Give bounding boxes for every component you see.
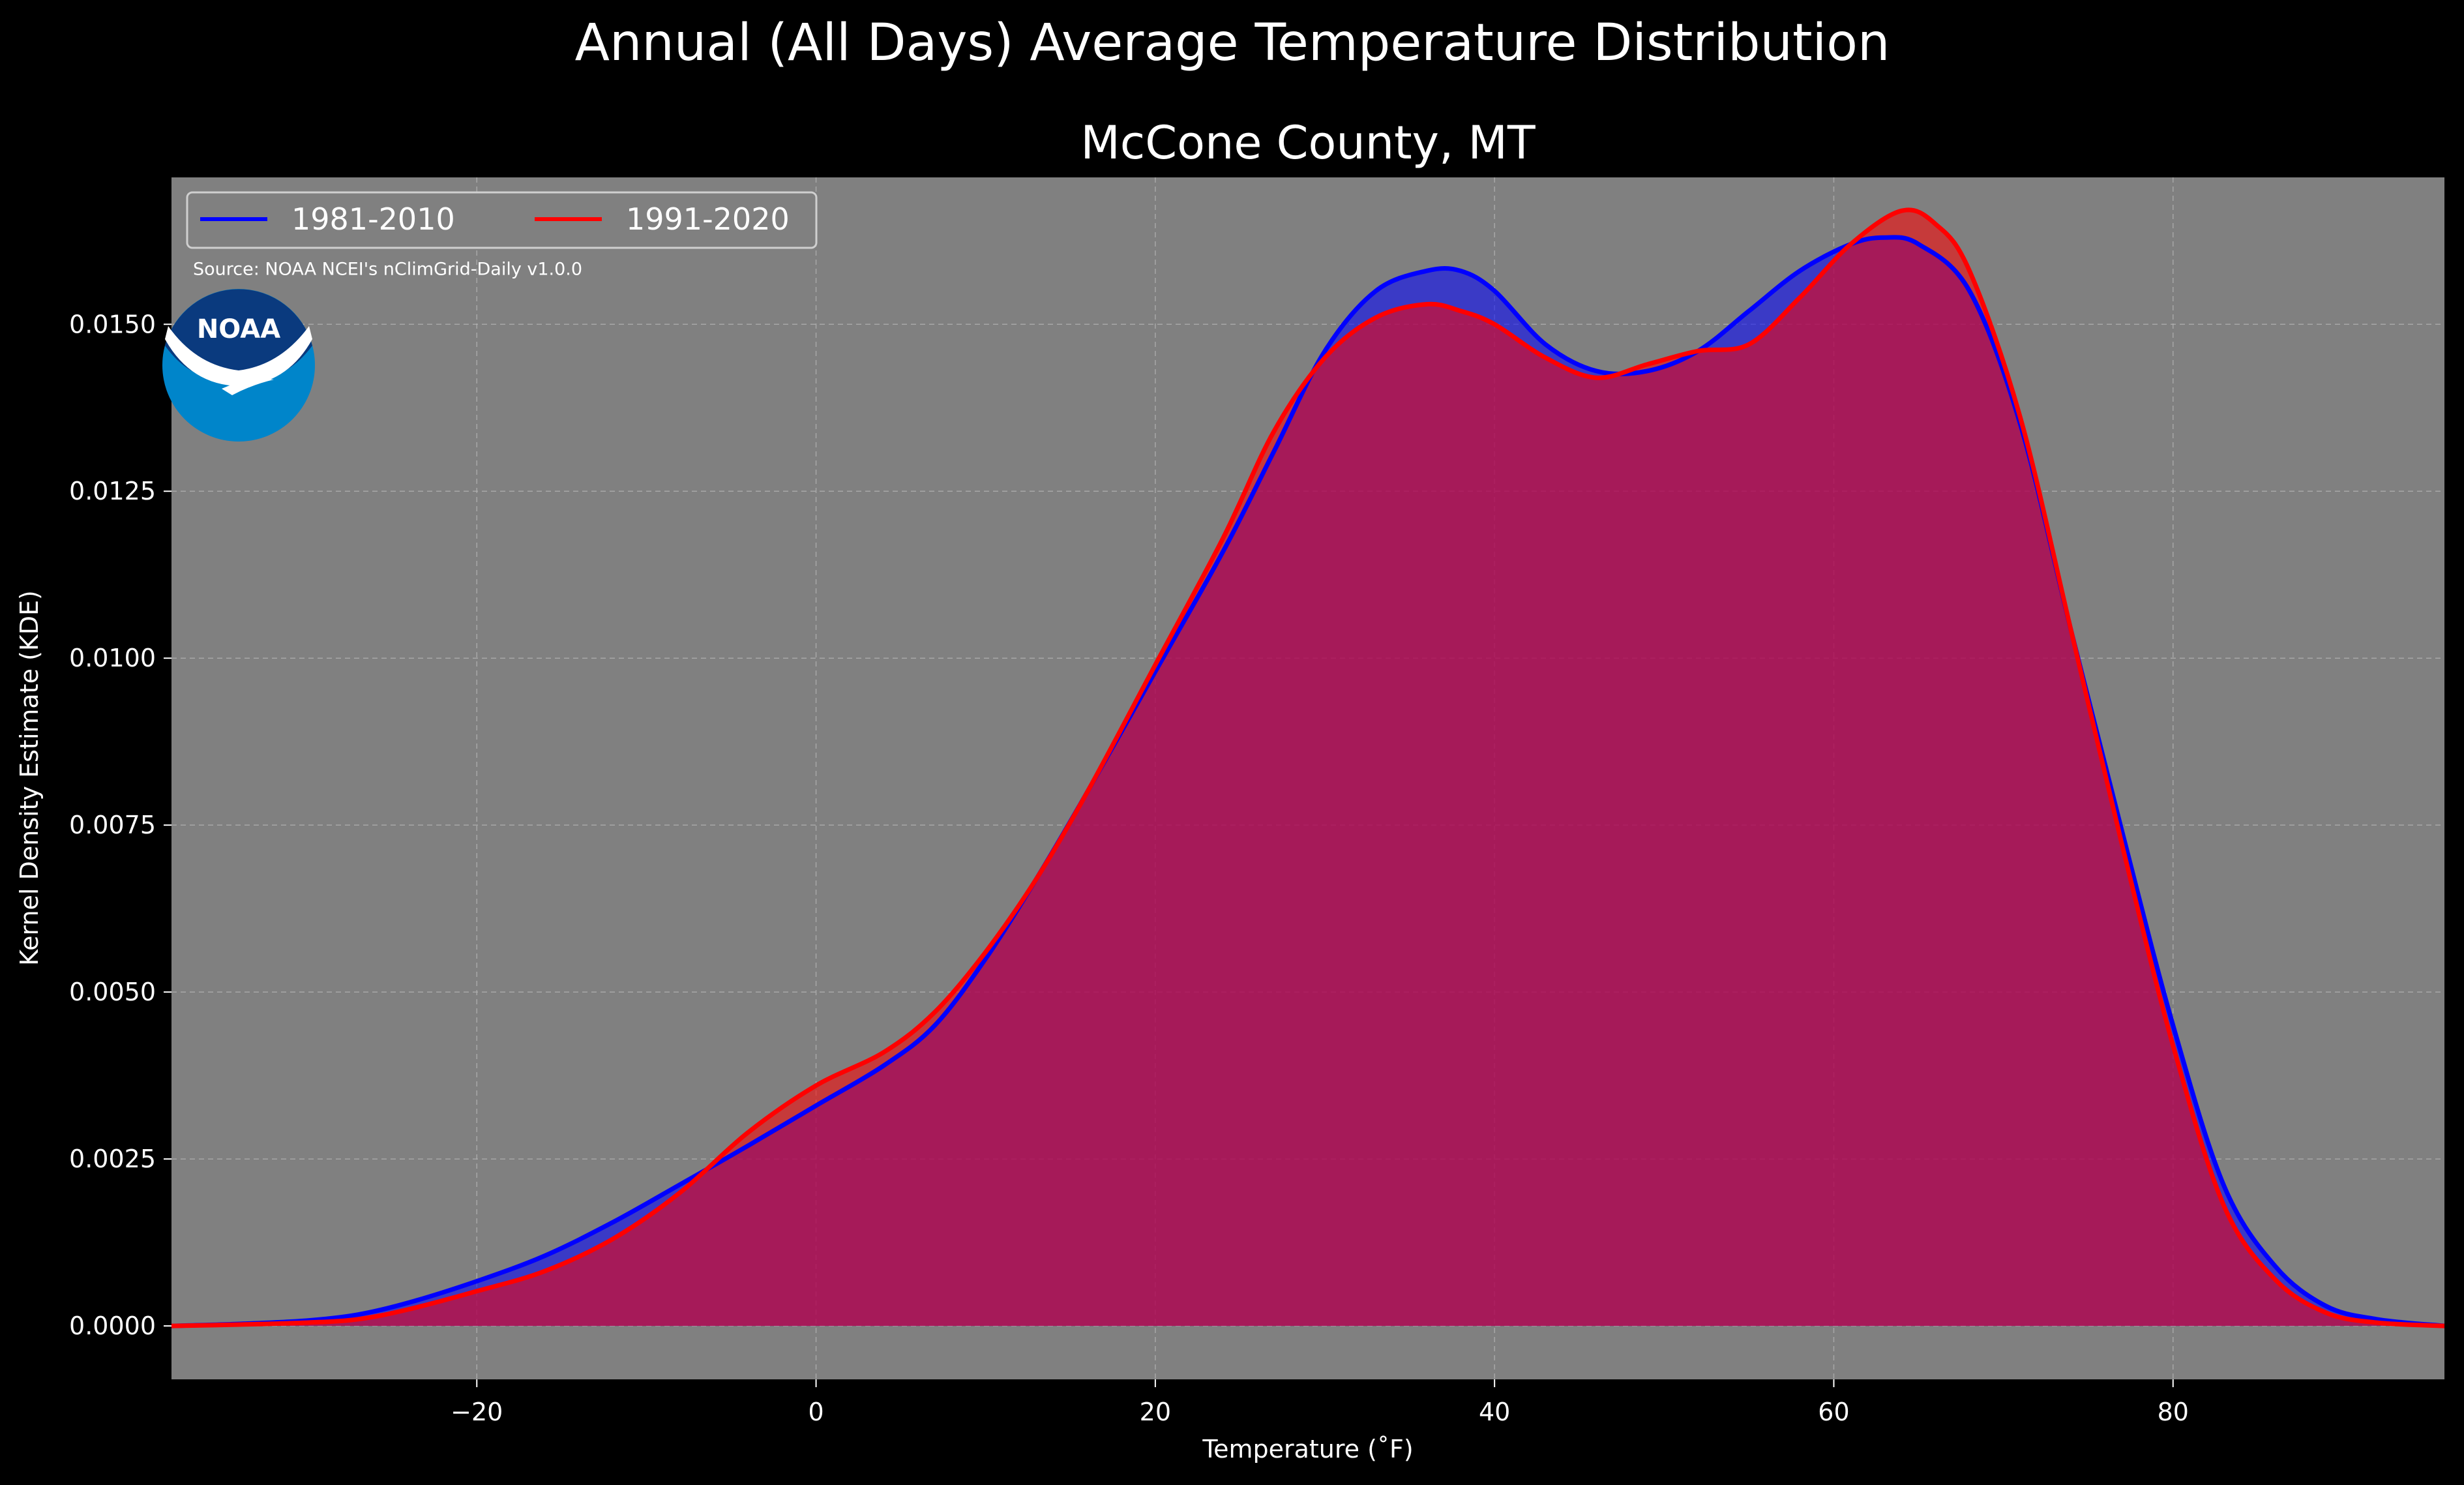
logo-text: NOAA [197,314,280,344]
x-tick-label: 60 [1818,1398,1849,1426]
source-note: Source: NOAA NCEI's nClimGrid-Daily v1.0… [193,260,582,280]
noaa-logo-icon: NOAA [162,289,315,442]
chart-title: McCone County, MT [1080,116,1535,170]
y-axis-ticks: 0.0000 0.0025 0.0050 0.0075 0.0100 0.0125 0.01… [69,310,171,1340]
legend-box [186,191,818,249]
series-line-1981-2010 [171,235,2444,1328]
series-line-1991-2020 [171,207,2444,1328]
logo-bird-shape [165,326,312,395]
density-fills [171,209,2444,1327]
density-lines [171,207,2444,1328]
x-tick-label: 20 [1140,1398,1171,1426]
logo-inner-dome [165,289,312,378]
y-tick-label: 0.0025 [69,1145,156,1173]
x-tick-label: 0 [808,1398,824,1426]
y-tick-label: 0.0000 [69,1312,156,1340]
y-tick-label: 0.0150 [69,310,156,338]
y-axis-label: Kernel Density Estimate (KDE) [15,590,44,966]
x-tick-label: −20 [451,1398,503,1426]
legend-label-1981-2010: 1981-2010 [291,202,455,237]
y-tick-label: 0.0125 [69,477,156,505]
x-axis-label: Temperature (˚F) [1202,1435,1413,1463]
legend: 1981-2010 1991-2020 [186,191,818,249]
series-fill-1991-2020 [171,209,2444,1327]
y-tick-label: 0.0100 [69,644,156,672]
chart-suptitle: Annual (All Days) Average Temperature Di… [575,14,1890,72]
y-tick-label: 0.0050 [69,978,156,1006]
y-tick-label: 0.0075 [69,811,156,839]
x-axis-ticks: −20 0 20 40 60 80 [451,1379,2189,1426]
x-tick-label: 80 [2158,1398,2189,1426]
legend-label-1991-2020: 1991-2020 [626,202,790,237]
x-tick-label: 40 [1479,1398,1510,1426]
